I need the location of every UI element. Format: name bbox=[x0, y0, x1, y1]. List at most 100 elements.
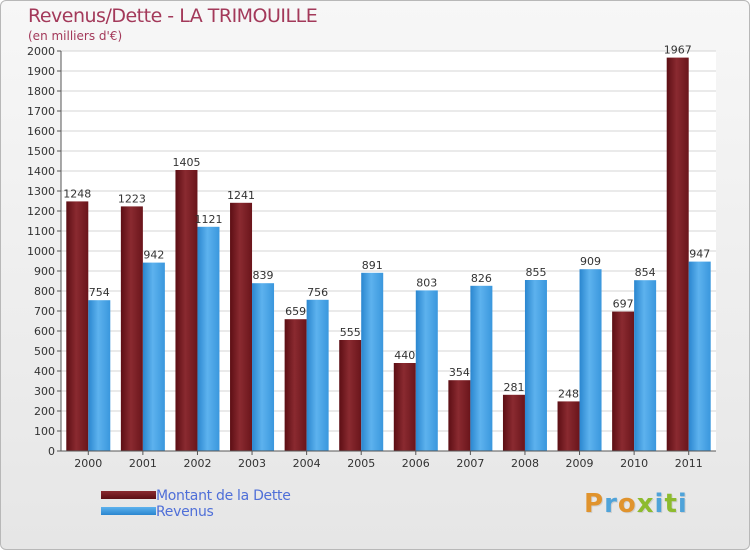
y-tick-label: 900 bbox=[34, 265, 55, 278]
value-label-revenus: 909 bbox=[580, 255, 601, 268]
legend-swatch-revenus bbox=[101, 507, 156, 515]
value-label-revenus: 1121 bbox=[194, 213, 222, 226]
axes: 0 100 200 300 400 500 600 700 800 900 1000 1100 1200… bbox=[27, 45, 716, 470]
bar-revenus bbox=[470, 285, 493, 451]
x-tick-label: 2001 bbox=[129, 457, 157, 470]
chart-subtitle: (en milliers d'€) bbox=[28, 29, 123, 43]
bar-dette bbox=[175, 170, 198, 451]
logo-letter: P bbox=[584, 489, 605, 519]
bar-revenus bbox=[306, 299, 329, 451]
x-tick-label: 2000 bbox=[74, 457, 102, 470]
x-tick-label: 2008 bbox=[511, 457, 539, 470]
value-label-revenus: 942 bbox=[143, 249, 164, 262]
logo-letter: x bbox=[636, 489, 655, 519]
value-label-revenus: 756 bbox=[307, 286, 328, 299]
bar-revenus bbox=[142, 262, 165, 451]
logo-letter: i bbox=[654, 489, 665, 519]
bar-dette bbox=[448, 380, 471, 451]
value-label-revenus: 891 bbox=[362, 259, 383, 272]
y-tick-label: 800 bbox=[34, 285, 55, 298]
value-label-dette: 281 bbox=[503, 381, 524, 394]
bar-dette bbox=[230, 202, 253, 451]
y-tick-label: 1600 bbox=[27, 125, 55, 138]
y-tick-label: 300 bbox=[34, 385, 55, 398]
x-tick-label: 2009 bbox=[566, 457, 594, 470]
y-tick-label: 1200 bbox=[27, 205, 55, 218]
value-label-dette: 659 bbox=[285, 305, 306, 318]
bar-dette bbox=[612, 311, 635, 451]
y-tick-label: 100 bbox=[34, 425, 55, 438]
bar-dette bbox=[66, 201, 89, 451]
y-tick-label: 400 bbox=[34, 365, 55, 378]
value-label-revenus: 803 bbox=[416, 276, 437, 289]
y-tick-label: 2000 bbox=[27, 45, 55, 58]
y-tick-label: 1500 bbox=[27, 145, 55, 158]
y-tick-label: 200 bbox=[34, 405, 55, 418]
bar-dette bbox=[666, 57, 689, 451]
chart-title: Revenus/Dette - LA TRIMOUILLE bbox=[28, 5, 318, 27]
y-tick-label: 500 bbox=[34, 345, 55, 358]
bar-revenus bbox=[688, 261, 711, 451]
x-tick-label: 2011 bbox=[675, 457, 703, 470]
bar-dette bbox=[557, 401, 580, 451]
y-tick-label: 700 bbox=[34, 305, 55, 318]
bar-revenus bbox=[252, 283, 275, 451]
value-label-dette: 1248 bbox=[63, 187, 91, 200]
x-tick-label: 2004 bbox=[293, 457, 321, 470]
y-tick-label: 1400 bbox=[27, 165, 55, 178]
value-label-dette: 354 bbox=[449, 366, 470, 379]
x-tick-label: 2003 bbox=[238, 457, 266, 470]
bar-dette bbox=[393, 363, 416, 451]
bar-revenus bbox=[579, 269, 602, 451]
bar-revenus bbox=[361, 272, 384, 451]
logo-letter: r bbox=[604, 489, 618, 519]
value-label-revenus: 854 bbox=[635, 266, 656, 279]
logo-letter: t bbox=[664, 489, 678, 519]
bar-revenus bbox=[88, 300, 111, 451]
y-tick-label: 1900 bbox=[27, 65, 55, 78]
y-tick-label: 0 bbox=[48, 445, 55, 458]
x-tick-label: 2002 bbox=[183, 457, 211, 470]
y-tick-label: 600 bbox=[34, 325, 55, 338]
value-label-revenus: 754 bbox=[89, 286, 110, 299]
grid-layer bbox=[61, 50, 716, 452]
y-tick-label: 1800 bbox=[27, 85, 55, 98]
value-label-dette: 440 bbox=[394, 349, 415, 362]
legend-label-dette: Montant de la Dette bbox=[156, 488, 291, 504]
y-tick-label: 1300 bbox=[27, 185, 55, 198]
value-label-revenus: 839 bbox=[253, 269, 274, 282]
value-label-dette: 697 bbox=[613, 298, 634, 311]
legend-label-revenus: Revenus bbox=[156, 504, 214, 520]
value-label-revenus: 947 bbox=[689, 248, 710, 261]
bar-dette bbox=[339, 340, 362, 451]
bar-dette bbox=[284, 319, 307, 451]
x-tick-label: 2010 bbox=[620, 457, 648, 470]
value-label-dette: 555 bbox=[340, 326, 361, 339]
y-tick-label: 1000 bbox=[27, 245, 55, 258]
bar-dette bbox=[502, 394, 525, 451]
bar-revenus bbox=[197, 226, 220, 451]
value-label-dette: 1405 bbox=[172, 156, 200, 169]
legend-swatch-dette bbox=[101, 491, 156, 499]
y-tick-label: 1700 bbox=[27, 105, 55, 118]
x-tick-label: 2005 bbox=[347, 457, 375, 470]
bar-revenus bbox=[634, 280, 657, 451]
value-label-dette: 1241 bbox=[227, 189, 255, 202]
bars-layer bbox=[66, 57, 711, 451]
value-label-dette: 248 bbox=[558, 387, 579, 400]
value-label-dette: 1223 bbox=[118, 192, 146, 205]
logo-letter: o bbox=[617, 489, 637, 519]
bar-revenus bbox=[524, 280, 547, 451]
bar-dette bbox=[120, 206, 143, 451]
value-label-dette: 1967 bbox=[664, 44, 692, 57]
value-label-revenus: 826 bbox=[471, 272, 492, 285]
logo-letter: i bbox=[677, 489, 688, 519]
bar-revenus bbox=[415, 290, 438, 451]
x-tick-label: 2007 bbox=[456, 457, 484, 470]
proxiti-logo: Proxiti bbox=[584, 489, 688, 519]
y-tick-label: 1100 bbox=[27, 225, 55, 238]
x-tick-label: 2006 bbox=[402, 457, 430, 470]
